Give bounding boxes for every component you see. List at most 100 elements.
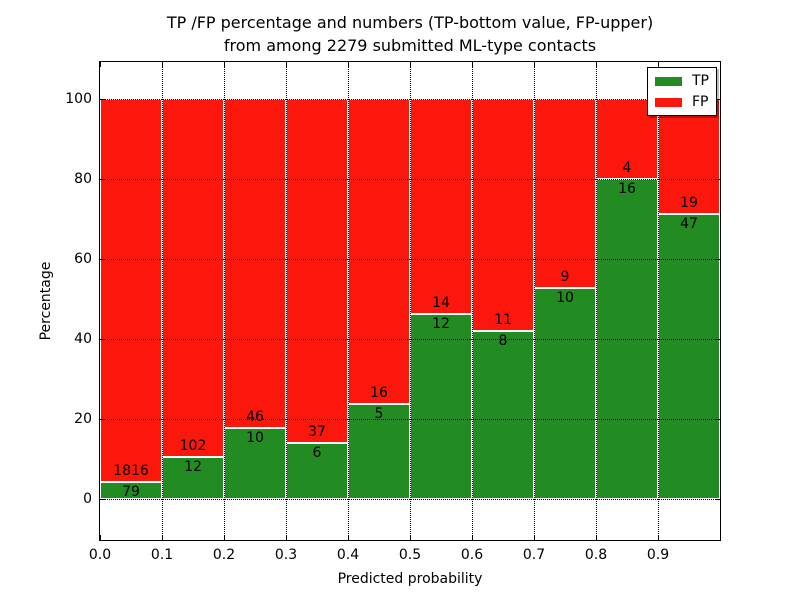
x-tick-top [348, 62, 349, 67]
bar-segment-tp [162, 456, 224, 499]
legend-swatch-tp [655, 76, 682, 86]
x-tick-label: 0.8 [584, 547, 608, 563]
x-tick-label: 0.9 [646, 547, 670, 563]
x-tick-bottom [100, 535, 101, 540]
bar-segment-tp [658, 214, 720, 499]
fp-count-label: 46 [246, 408, 264, 425]
tp-count-label: 6 [312, 445, 322, 462]
tp-count-label: 16 [618, 181, 636, 197]
y-tick-label: 100 [65, 91, 92, 107]
x-tick-bottom [658, 535, 659, 540]
bar-segment-fp [410, 99, 472, 315]
legend-entry-tp: TP [655, 74, 709, 88]
x-tick-bottom [534, 535, 535, 540]
tp-count-label: 10 [246, 429, 264, 446]
bar-segment-fp [534, 99, 596, 289]
x-tick-bottom [410, 535, 411, 540]
bar-segment-fp [162, 99, 224, 457]
v-gridline [658, 62, 659, 540]
v-gridline [410, 62, 411, 540]
y-tick-right [715, 99, 720, 100]
fp-count-label: 16 [370, 384, 388, 401]
x-tick-bottom [224, 535, 225, 540]
x-tick-top [162, 62, 163, 67]
y-tick-label: 60 [74, 251, 92, 267]
bar-segment-tp [224, 427, 286, 499]
y-tick-right [715, 339, 720, 340]
y-tick-left [100, 259, 105, 260]
x-tick-bottom [286, 535, 287, 540]
y-tick-label: 80 [74, 171, 92, 187]
legend-label: FP [692, 94, 709, 110]
legend-swatch-fp [655, 97, 682, 107]
x-tick-label: 0.1 [150, 547, 174, 563]
bar-segment-fp [658, 99, 720, 215]
legend-label: TP [692, 73, 709, 89]
bar-segment-fp [286, 99, 348, 444]
bar-segment-tp [472, 330, 534, 499]
x-tick-label: 0.5 [398, 547, 422, 563]
fp-count-label: 1816 [113, 463, 149, 480]
x-tick-top [534, 62, 535, 67]
y-tick-label: 0 [83, 491, 92, 507]
bar-segment-fp [100, 99, 162, 483]
tp-count-label: 10 [556, 290, 574, 307]
bar-segment-fp [224, 99, 286, 428]
y-tick-right [715, 259, 720, 260]
tp-count-label: 5 [374, 405, 384, 422]
x-tick-top [286, 62, 287, 67]
x-tick-top [472, 62, 473, 67]
bar-segment-fp [472, 99, 534, 331]
v-gridline [472, 62, 473, 540]
bar-segment-tp [410, 314, 472, 499]
y-tick-left [100, 339, 105, 340]
legend: TP FP [647, 67, 717, 116]
bar-segment-tp [286, 443, 348, 499]
chart-title-line1: TP /FP percentage and numbers (TP-bottom… [166, 13, 654, 32]
x-tick-bottom [720, 535, 721, 540]
x-tick-bottom [348, 535, 349, 540]
y-tick-right [715, 419, 720, 420]
x-tick-label: 0.3 [274, 547, 298, 563]
fp-count-label: 37 [308, 424, 326, 441]
bar-segment-fp [348, 99, 410, 404]
chart-title-line2: from among 2279 submitted ML-type contac… [223, 36, 597, 55]
tp-count-label: 12 [184, 458, 202, 475]
tp-count-label: 12 [432, 316, 450, 333]
tp-count-label: 79 [122, 484, 140, 501]
x-axis-label: Predicted probability [337, 571, 483, 587]
x-tick-label: 0.0 [88, 547, 112, 563]
tp-count-label: 47 [680, 216, 698, 233]
y-tick-label: 20 [74, 411, 92, 427]
tp-count-label: 8 [498, 332, 508, 349]
x-tick-label: 0.7 [522, 547, 546, 563]
y-tick-left [100, 179, 105, 180]
x-tick-top [596, 62, 597, 67]
fp-count-label: 14 [432, 295, 450, 312]
y-tick-left [100, 99, 105, 100]
x-tick-top [410, 62, 411, 67]
x-tick-label: 0.4 [336, 547, 360, 563]
x-tick-label: 0.2 [212, 547, 236, 563]
chart-title: TP /FP percentage and numbers (TP-bottom… [100, 11, 720, 57]
x-tick-label: 0.6 [460, 547, 484, 563]
v-gridline [348, 62, 349, 540]
fp-count-label: 9 [560, 269, 570, 286]
v-gridline [286, 62, 287, 540]
x-tick-top [100, 62, 101, 67]
bar-segment-tp [534, 288, 596, 499]
v-gridline [534, 62, 535, 540]
fp-count-label: 102 [179, 437, 207, 454]
x-tick-top [720, 62, 721, 67]
y-tick-label: 40 [74, 331, 92, 347]
fp-count-label: 11 [494, 311, 512, 328]
y-tick-right [715, 179, 720, 180]
y-tick-right [715, 499, 720, 500]
bar-segment-tp [100, 482, 162, 499]
v-gridline [162, 62, 163, 540]
y-tick-left [100, 419, 105, 420]
v-gridline [224, 62, 225, 540]
x-tick-bottom [596, 535, 597, 540]
fp-count-label: 19 [680, 195, 698, 212]
